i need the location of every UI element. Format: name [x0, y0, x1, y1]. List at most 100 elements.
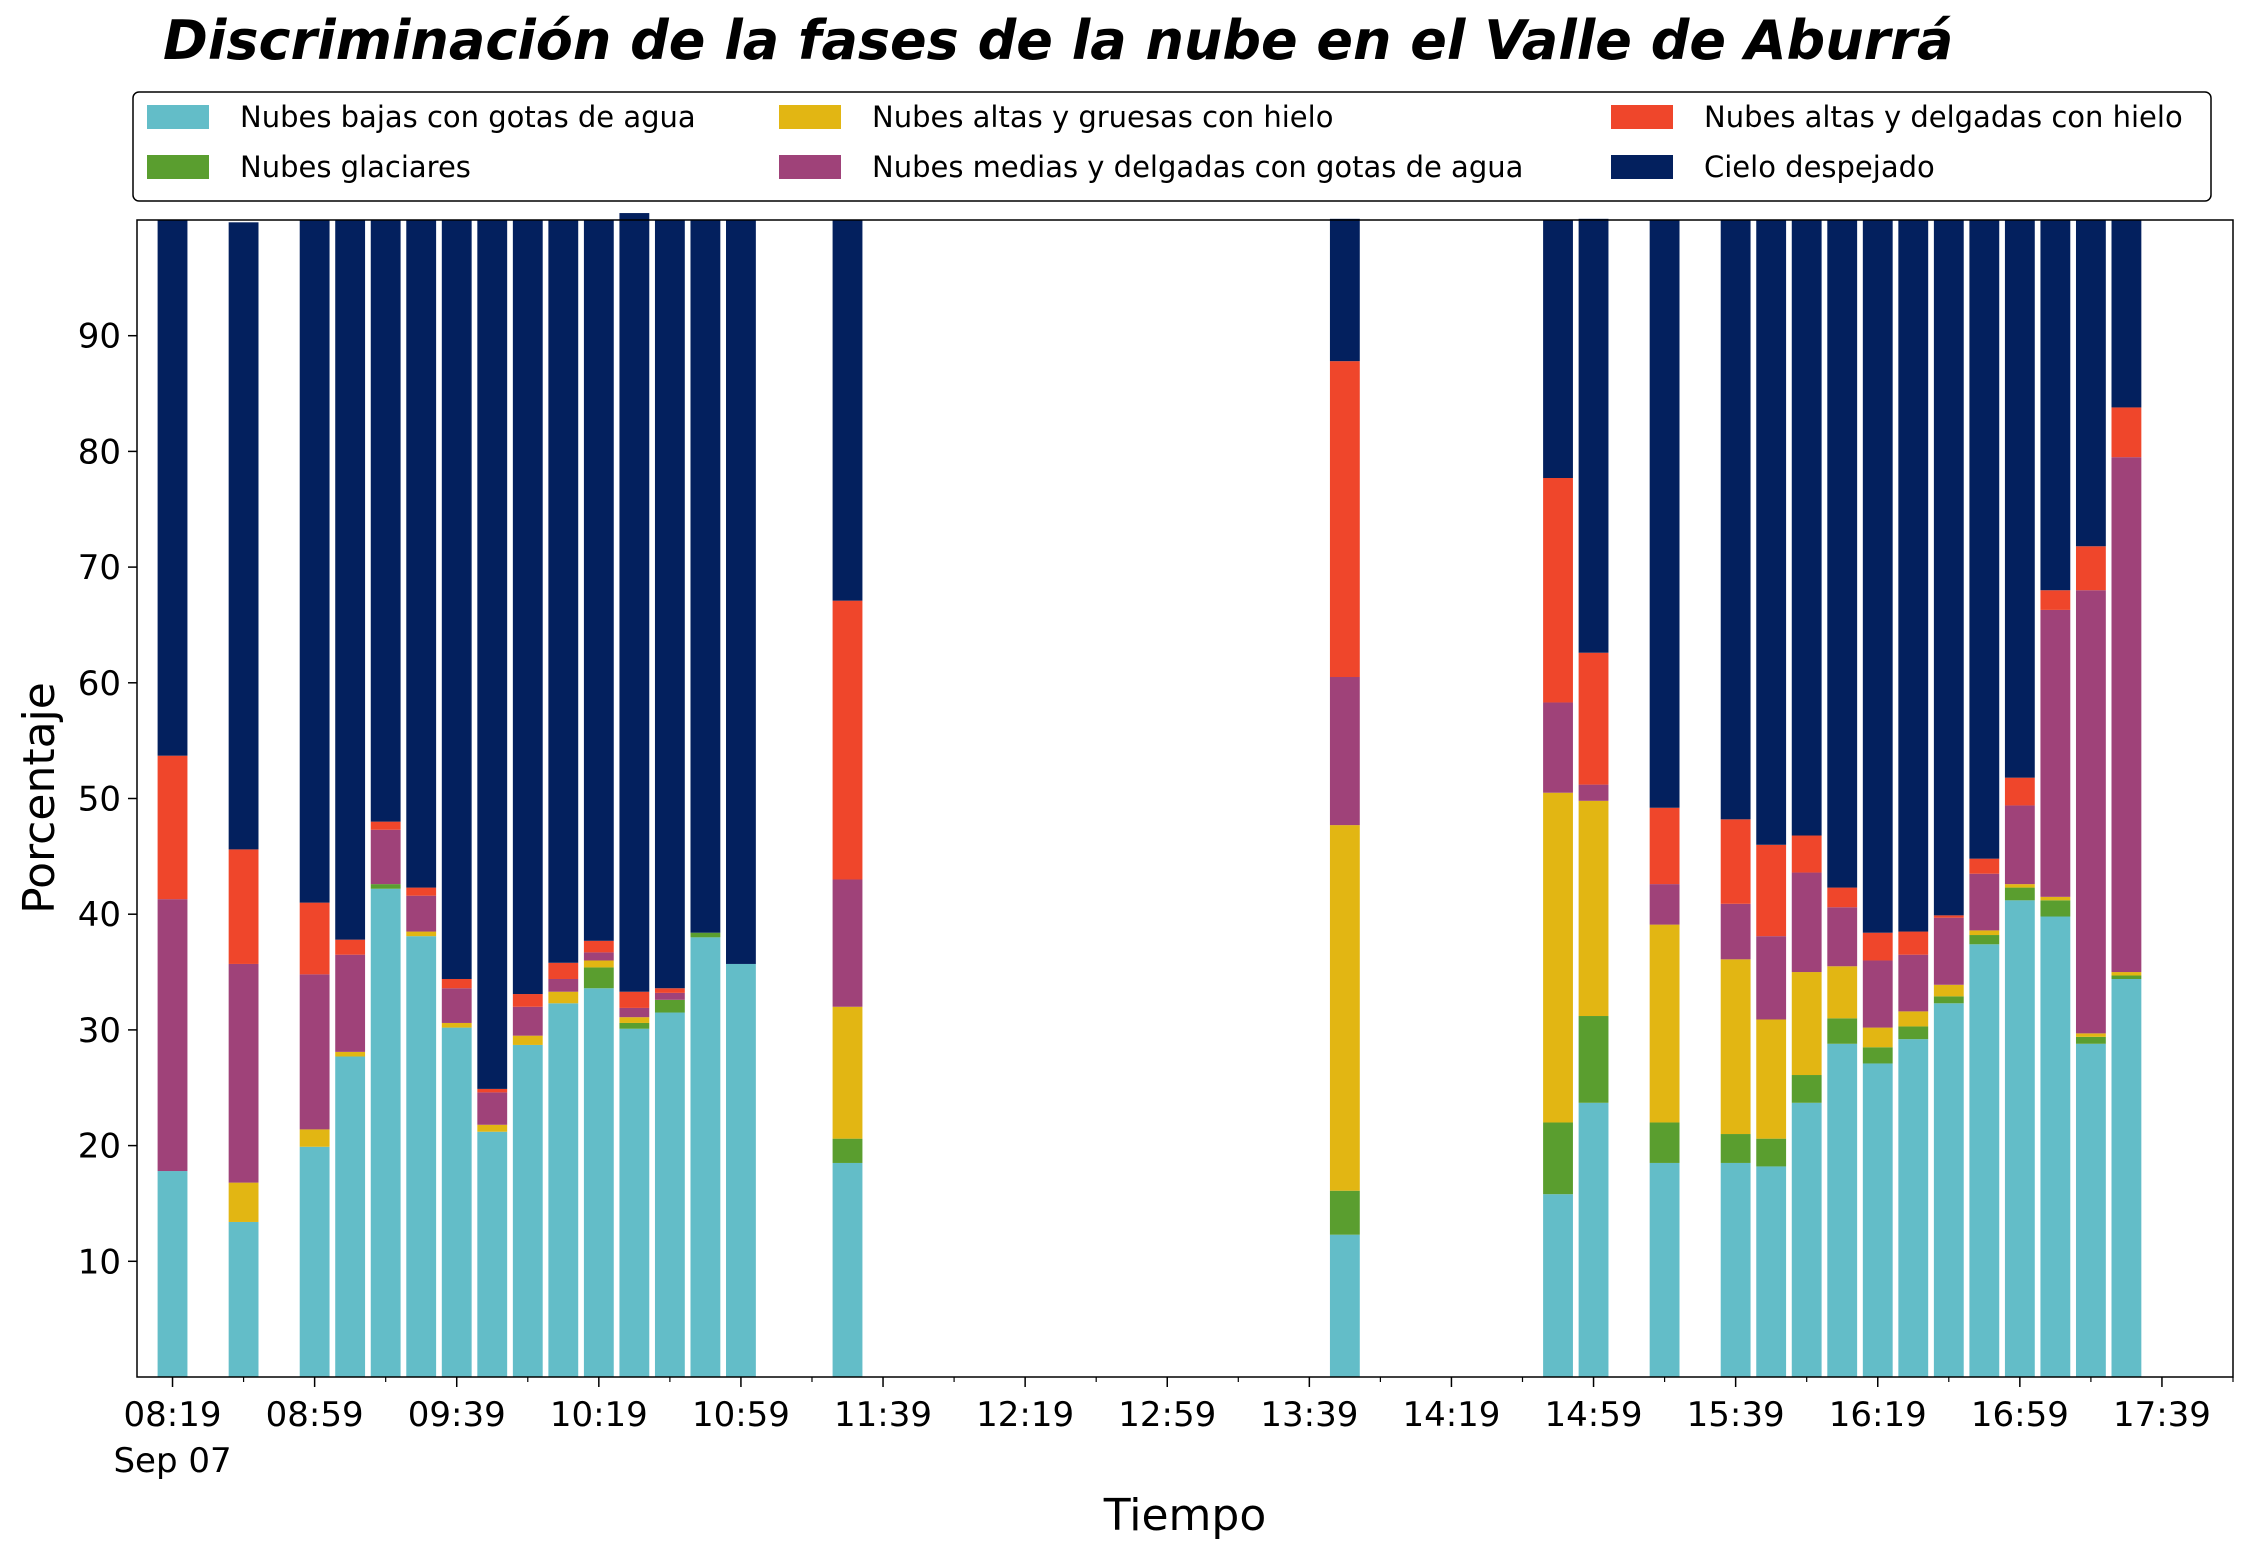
x-axis: 08:19 08:59 09:39 10:19 10:59 11:39 12:19 12:59… [113, 1377, 2234, 1481]
bar-segment-s5-25 [1898, 220, 1929, 932]
bar-segment-s5-0 [157, 220, 188, 756]
bar-segment-s1-19 [1649, 1122, 1680, 1163]
y-tick-label-50: 50 [78, 780, 121, 820]
bar-segment-s2-31 [2111, 972, 2142, 976]
bar-segment-s3-27 [1969, 873, 2000, 931]
bar-segment-s4-23 [1827, 887, 1858, 908]
bar-segment-s4-1 [228, 849, 259, 964]
bar-segment-s0-27 [1969, 944, 2000, 1377]
bar-segment-s1-17 [1543, 1122, 1573, 1195]
bar-segment-s0-22 [1791, 1102, 1822, 1377]
bar-segment-s2-10 [583, 960, 614, 968]
bar-segment-s1-29 [2040, 900, 2071, 917]
bar-segment-s3-21 [1756, 936, 1787, 1020]
x-tick-label-1: 08:59 [266, 1395, 364, 1435]
y-tick-label-60: 60 [78, 664, 121, 704]
bar-segment-s1-18 [1578, 1016, 1609, 1103]
x-tick-label-7: 12:59 [1118, 1395, 1216, 1435]
x-tick-label-0: 08:19 [124, 1395, 222, 1435]
bar-segment-s0-8 [512, 1044, 543, 1377]
bar-segment-s5-29 [2040, 220, 2071, 591]
bar-segment-s5-19 [1649, 220, 1680, 808]
bar-segment-s2-18 [1578, 800, 1609, 1017]
bar-segment-s3-20 [1720, 903, 1751, 960]
bar-segment-s0-4 [370, 888, 401, 1377]
plot-area: 10 20 30 40 50 60 70 80 90 08:19 08:59 09:39 10:19 1… [78, 213, 2234, 1481]
bar-segment-s2-11 [619, 1017, 650, 1023]
bar-segment-s0-11 [619, 1028, 650, 1377]
bar-segment-s4-26 [1933, 915, 1964, 918]
bar-segment-s0-25 [1898, 1039, 1929, 1377]
bar-segment-s1-27 [1969, 935, 2000, 945]
bar-segment-s1-13 [690, 932, 721, 938]
bar-segment-s1-16 [1329, 1190, 1360, 1235]
bar-segment-s0-21 [1756, 1166, 1787, 1377]
bar-segment-s2-6 [441, 1022, 472, 1028]
bar-segment-s3-28 [2004, 805, 2035, 885]
bar-segment-s4-0 [157, 755, 188, 900]
bar-segment-s1-15 [832, 1138, 863, 1163]
bar-segment-s4-6 [441, 978, 472, 989]
bar-segment-s3-22 [1791, 872, 1822, 973]
bar-segment-s2-27 [1969, 930, 2000, 936]
bar-segment-s3-30 [2075, 590, 2106, 1034]
bar-segment-s5-7 [477, 220, 508, 1089]
bar-segment-s0-7 [477, 1131, 508, 1377]
bar-segment-s4-29 [2040, 590, 2071, 610]
legend-swatch-1 [147, 155, 209, 179]
bar-segment-s3-25 [1898, 954, 1929, 1012]
bar-segment-s2-20 [1720, 959, 1751, 1135]
bar-segment-s3-23 [1827, 907, 1858, 967]
bar-segment-s3-24 [1862, 960, 1893, 1028]
bar-segment-s4-20 [1720, 819, 1751, 904]
bar-segment-s5-2 [299, 220, 330, 903]
bar-segment-s4-4 [370, 821, 401, 830]
bar-segment-s4-28 [2004, 777, 2035, 806]
bars [157, 213, 2142, 1377]
bar-segment-s1-31 [2111, 975, 2142, 979]
bar-segment-s4-31 [2111, 407, 2142, 458]
y-tick-label-10: 10 [78, 1242, 121, 1282]
bar-segment-s2-21 [1756, 1019, 1787, 1139]
legend-label-0: Nubes bajas con gotas de agua [240, 100, 696, 134]
bar-segment-s3-10 [583, 952, 614, 961]
bar-segment-s0-6 [441, 1027, 472, 1377]
bar-segment-s5-24 [1862, 220, 1893, 933]
bar-segment-s0-0 [157, 1171, 188, 1377]
bar-segment-s0-24 [1862, 1063, 1893, 1377]
bar-segment-s3-11 [619, 1007, 650, 1018]
bar-segment-s0-9 [548, 1003, 579, 1377]
bar-segment-s3-15 [832, 879, 863, 1007]
bar-segment-s0-15 [832, 1162, 863, 1377]
bar-segment-s5-4 [370, 220, 401, 822]
y-tick-label-30: 30 [78, 1011, 121, 1051]
bar-segment-s0-18 [1578, 1102, 1609, 1377]
legend-label-3: Nubes medias y delgadas con gotas de agu… [872, 150, 1523, 184]
legend-label-4: Nubes altas y delgadas con hielo [1704, 100, 2183, 134]
bar-segment-s4-3 [335, 939, 366, 955]
bar-segment-s2-9 [548, 991, 579, 1004]
bar-segment-s4-7 [477, 1088, 508, 1093]
bar-segment-s3-26 [1933, 917, 1964, 985]
bar-segment-s1-12 [654, 999, 685, 1013]
bar-segment-s4-8 [512, 994, 543, 1007]
bar-segment-s1-24 [1862, 1047, 1893, 1064]
x-date-label: Sep 07 [113, 1441, 231, 1481]
bar-segment-s2-19 [1649, 924, 1680, 1123]
bar-segment-s4-12 [654, 988, 685, 993]
bar-segment-s3-9 [548, 978, 579, 992]
bar-segment-s5-17 [1543, 220, 1573, 479]
legend-swatch-3 [779, 155, 841, 179]
bar-segment-s5-5 [406, 220, 437, 888]
x-tick-label-12: 16:19 [1829, 1395, 1927, 1435]
bar-segment-s1-22 [1791, 1075, 1822, 1103]
legend-label-2: Nubes altas y gruesas con hielo [872, 100, 1333, 134]
bar-segment-s4-15 [832, 600, 863, 880]
bar-segment-s5-11 [619, 213, 650, 992]
bar-segment-s1-11 [619, 1022, 650, 1029]
bar-segment-s4-21 [1756, 844, 1787, 937]
bar-segment-s5-13 [690, 220, 721, 933]
x-tick-label-8: 13:39 [1260, 1395, 1358, 1435]
bar-segment-s0-2 [299, 1146, 330, 1377]
